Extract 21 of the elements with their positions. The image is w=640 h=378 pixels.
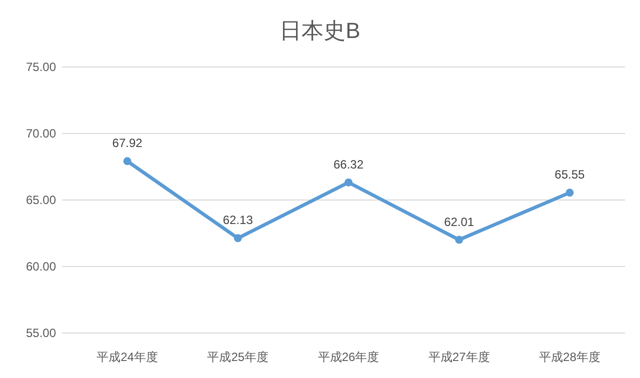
data-label: 67.92	[112, 136, 143, 150]
point	[344, 178, 352, 186]
data-label: 66.32	[333, 157, 364, 172]
point	[123, 157, 132, 166]
data-label: 65.55	[554, 168, 586, 182]
point	[234, 234, 242, 242]
data-label: 62.01	[444, 214, 474, 229]
x-tick-label: 平成27年度	[428, 350, 490, 364]
x-tick-label: 平成28年度	[539, 350, 600, 364]
x-tick-label: 平成26年度	[318, 350, 380, 364]
y-tick-label: 55.00	[26, 326, 56, 340]
y-tick-label: 75.00	[26, 60, 56, 74]
y-tick-label: 70.00	[26, 126, 56, 140]
title: 日本史B	[280, 18, 360, 43]
point	[566, 188, 574, 197]
x-tick-label: 平成24年度	[96, 350, 158, 364]
y-tick-label: 65.00	[26, 193, 56, 207]
point	[455, 236, 464, 244]
data-label: 62.13	[222, 213, 254, 228]
y-tick-label: 60.00	[26, 260, 56, 274]
x-tick-label: 平成25年度	[207, 350, 269, 364]
